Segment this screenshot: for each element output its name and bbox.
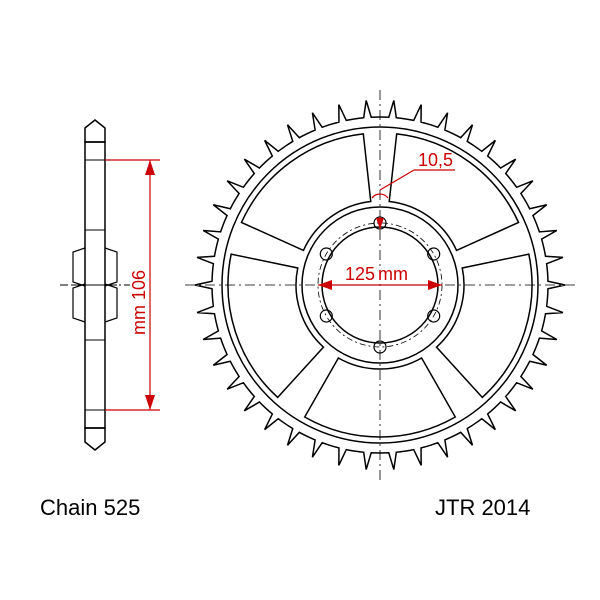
dimension-10-5: 10,5 bbox=[372, 150, 455, 229]
dim-10-5-value: 10,5 bbox=[418, 150, 453, 170]
diagram-canvas: 106 mm 125 mm 10,5 Chain 525 JTR 2 bbox=[0, 0, 600, 600]
dim-125-unit: mm bbox=[378, 264, 408, 284]
dimension-125: 125 mm bbox=[318, 264, 442, 290]
model-label: JTR 2014 bbox=[435, 495, 530, 521]
chain-label: Chain 525 bbox=[40, 495, 140, 521]
dim-125-value: 125 bbox=[345, 264, 375, 284]
